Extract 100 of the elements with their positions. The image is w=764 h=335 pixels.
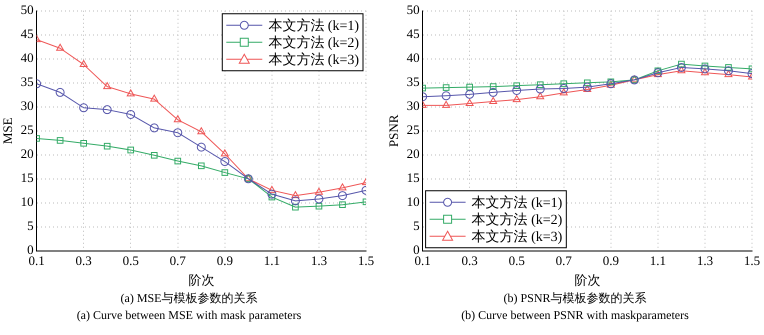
x-tick-label: 0.7	[170, 253, 186, 268]
y-tick-label: 50	[20, 2, 34, 18]
legend-label: 本文方法 (k=2)	[472, 212, 563, 228]
x-tick-label: 1.5	[744, 253, 760, 268]
point	[173, 128, 182, 138]
x-axis-title: 阶次	[188, 272, 214, 288]
point	[677, 66, 686, 74]
point	[197, 127, 206, 134]
y-tick-label: 45	[406, 26, 420, 42]
point	[560, 80, 568, 88]
point	[198, 162, 205, 170]
point	[56, 88, 65, 97]
y-tick-label: 20	[20, 146, 34, 162]
point	[267, 190, 276, 199]
y-tick-label: 35	[406, 74, 420, 90]
point	[702, 62, 708, 70]
point	[80, 60, 88, 68]
point	[316, 202, 322, 210]
y-tick-label: 30	[406, 98, 420, 114]
point	[268, 194, 276, 200]
point	[654, 67, 662, 74]
y-tick-label: 15	[406, 170, 420, 186]
point	[126, 110, 136, 119]
point	[56, 137, 64, 144]
y-tick-label: 35	[20, 74, 34, 90]
point	[196, 142, 206, 152]
point	[466, 84, 473, 90]
point	[512, 95, 521, 102]
point	[536, 81, 544, 88]
point	[536, 92, 544, 100]
point	[725, 64, 732, 71]
point	[724, 70, 732, 78]
point	[560, 88, 568, 96]
point	[292, 204, 299, 210]
x-tick-label: 1.1	[264, 253, 280, 268]
point	[56, 44, 64, 51]
y-tick-label: 40	[406, 50, 420, 66]
x-tick-label: 0.9	[216, 253, 233, 268]
y-tick-label: 5	[27, 218, 34, 234]
point	[80, 140, 87, 147]
point	[150, 94, 158, 102]
y-tick-label: 25	[406, 122, 420, 138]
point	[583, 85, 592, 92]
point	[268, 186, 276, 193]
x-tick-label: 1.3	[696, 253, 714, 268]
point	[536, 84, 545, 94]
legend-label: 本文方法 (k=2)	[268, 34, 360, 51]
y-tick-label: 10	[20, 194, 34, 210]
x-tick-label: 0.5	[122, 253, 139, 268]
point	[102, 105, 112, 114]
x-tick-label: 1.3	[310, 253, 328, 268]
text: (a) Curve between MSE with mask parameters	[76, 307, 302, 324]
y-axis-title: PSNR	[386, 114, 402, 148]
point	[220, 157, 230, 166]
y-tick-label: 40	[20, 50, 34, 66]
legend-label: 本文方法 (k=1)	[472, 194, 563, 211]
point	[150, 152, 158, 159]
point	[513, 82, 520, 90]
point	[222, 169, 228, 176]
x-axis-title: 阶次	[574, 272, 600, 288]
point	[338, 191, 347, 200]
point	[466, 98, 474, 106]
text: (b) Curve between PSNR with maskparameters	[460, 307, 690, 324]
x-tick-label: 0.5	[508, 253, 525, 268]
point	[678, 60, 685, 68]
text: (b) PSNR与模板参数的关系	[502, 290, 648, 307]
point	[608, 78, 614, 86]
point	[79, 103, 88, 112]
y-tick-label: 50	[406, 2, 420, 18]
point	[174, 115, 182, 122]
y-tick-label: 25	[20, 122, 34, 138]
point	[174, 158, 182, 164]
y-tick-label: 5	[413, 218, 420, 234]
point	[220, 149, 229, 156]
point	[700, 64, 710, 74]
point	[442, 84, 450, 91]
point	[314, 188, 323, 195]
point	[442, 100, 450, 108]
point	[126, 89, 135, 96]
legend-label: 本文方法 (k=3)	[268, 52, 360, 68]
point	[490, 83, 497, 90]
point	[150, 123, 159, 132]
x-tick-label: 0.9	[602, 253, 619, 268]
point	[338, 183, 346, 190]
point	[489, 97, 498, 104]
point	[488, 88, 498, 97]
y-axis-title: MSE	[0, 117, 16, 144]
point	[104, 142, 111, 150]
legend-label: 本文方法 (k=3)	[472, 228, 563, 245]
point	[442, 91, 451, 100]
x-tick-label: 0.3	[76, 253, 92, 268]
point	[127, 146, 134, 154]
point	[103, 82, 112, 90]
point	[512, 86, 522, 95]
point	[290, 196, 300, 206]
point	[700, 68, 709, 76]
x-tick-label: 0.3	[462, 253, 478, 268]
point	[314, 194, 324, 204]
point	[339, 201, 346, 208]
point	[584, 79, 591, 86]
